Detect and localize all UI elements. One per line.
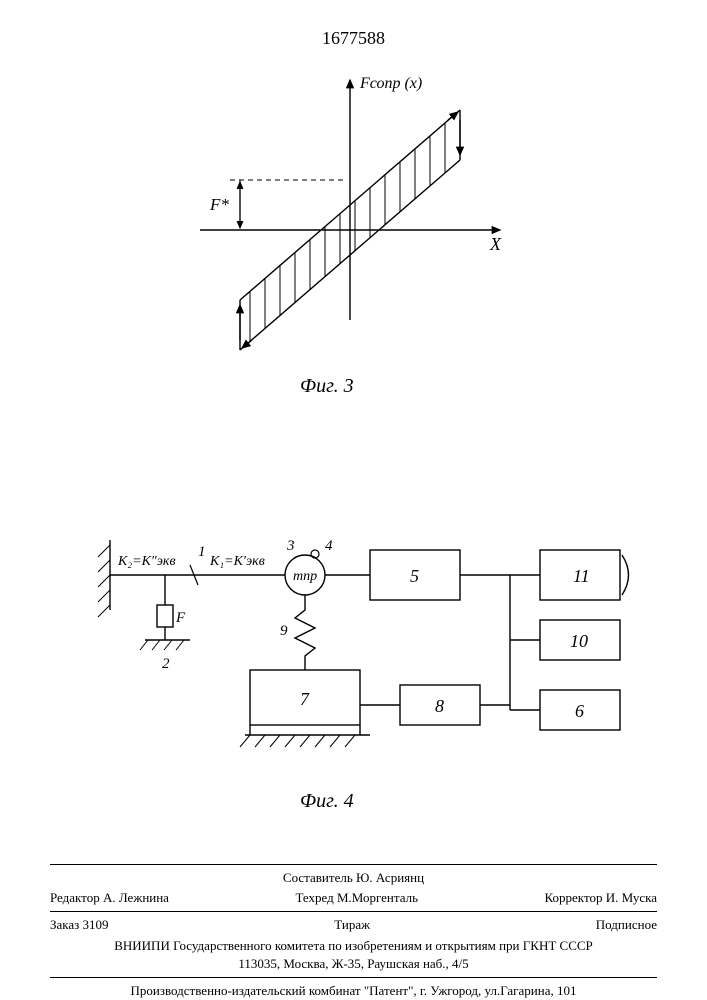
fig4-caption: Фиг. 4 — [300, 790, 354, 813]
fig4-n6: 6 — [575, 701, 584, 721]
footer-techred: Техред М.Моргенталь — [295, 889, 418, 907]
fig4-n9: 9 — [280, 623, 288, 639]
fig4-n10: 10 — [570, 631, 588, 651]
footer-printer: Производственно-издательский комбинат "П… — [50, 982, 657, 1000]
footer-editor: Редактор А. Лежнина — [50, 889, 169, 907]
footer-order: Заказ 3109 — [50, 916, 109, 934]
footer-address: 113035, Москва, Ж-35, Раушская наб., 4/5 — [50, 955, 657, 973]
fig4-n8: 8 — [435, 696, 444, 716]
fig4-n7: 7 — [300, 689, 310, 709]
footer-composer: Составитель Ю. Асриянц — [50, 869, 657, 887]
fig4-mpr-label: mпр — [293, 569, 317, 584]
fig4-n4: 4 — [325, 538, 333, 554]
fig4-n1: 1 — [198, 544, 206, 560]
footer: Составитель Ю. Асриянц Редактор А. Лежни… — [50, 860, 657, 1000]
footer-org: ВНИИПИ Государственного комитета по изоб… — [50, 937, 657, 955]
page-number: 1677588 — [0, 28, 707, 49]
fig3-f-label: F* — [209, 195, 229, 214]
footer-corrector: Корректор И. Муска — [545, 889, 657, 907]
fig3-x-label: X — [489, 234, 502, 254]
fig3-caption: Фиг. 3 — [300, 375, 354, 398]
footer-tirazh: Тираж — [334, 916, 370, 934]
fig4-k2: К₂=К″экв — [117, 554, 176, 569]
figure-3: Fсопр (x) X F* — [180, 70, 520, 380]
fig3-y-label: Fсопр (x) — [359, 75, 422, 92]
fig4-n5: 5 — [410, 566, 419, 586]
fig4-n3: 3 — [286, 538, 295, 554]
fig4-n11: 11 — [573, 566, 590, 586]
fig4-f: F — [175, 610, 186, 626]
figure-4: mпр 5 11 10 6 7 8 К₂=К″экв К₁= — [90, 510, 650, 770]
fig4-n2: 2 — [162, 656, 170, 672]
fig4-k1: К₁=К′экв — [209, 554, 265, 569]
footer-subscription: Подписное — [596, 916, 657, 934]
